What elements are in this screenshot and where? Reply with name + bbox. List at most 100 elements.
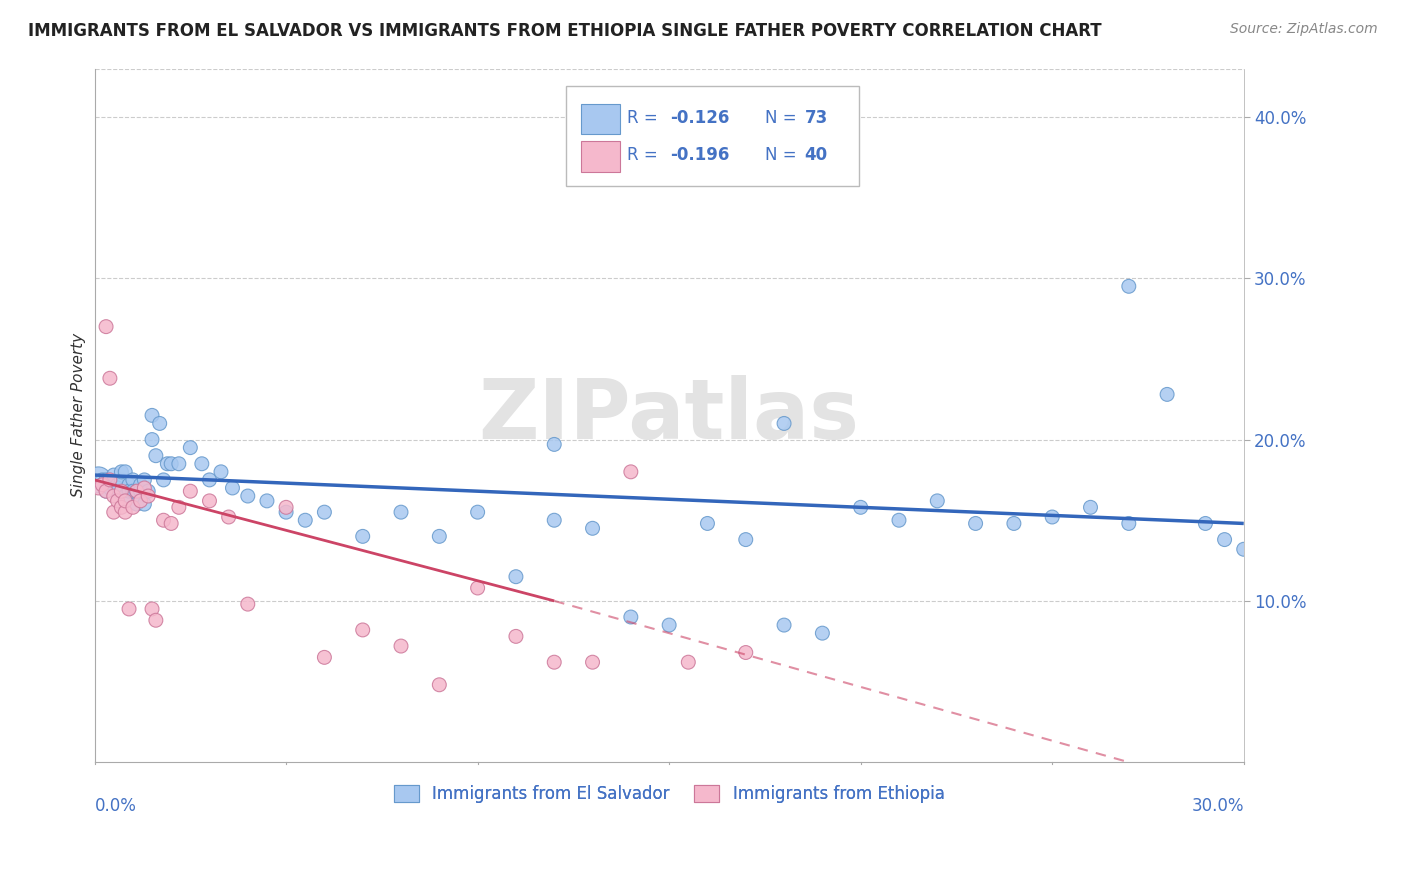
Point xyxy=(543,655,565,669)
Point xyxy=(581,655,603,669)
Point xyxy=(107,477,129,491)
Point xyxy=(427,678,450,692)
Point xyxy=(118,484,141,499)
Point xyxy=(160,516,183,531)
Point xyxy=(134,497,156,511)
Point xyxy=(122,484,145,499)
Point xyxy=(1156,387,1178,401)
Point xyxy=(167,500,190,515)
Point xyxy=(620,465,643,479)
Point xyxy=(122,500,145,515)
Point xyxy=(152,473,174,487)
Point xyxy=(125,497,148,511)
Point xyxy=(110,500,132,515)
Point xyxy=(125,484,148,499)
Point xyxy=(98,371,121,385)
Point xyxy=(773,618,796,632)
Legend: Immigrants from El Salvador, Immigrants from Ethiopia: Immigrants from El Salvador, Immigrants … xyxy=(387,778,952,809)
Point xyxy=(107,481,129,495)
Point xyxy=(91,477,114,491)
Point xyxy=(581,521,603,535)
Point xyxy=(678,655,700,669)
Point xyxy=(1213,533,1236,547)
Point xyxy=(467,581,489,595)
Point xyxy=(87,481,110,495)
Point xyxy=(543,437,565,451)
Point xyxy=(141,409,163,423)
Point xyxy=(134,481,156,495)
Point xyxy=(167,457,190,471)
Point xyxy=(1233,542,1256,557)
Point xyxy=(314,505,336,519)
Point xyxy=(103,468,125,483)
Text: R =: R = xyxy=(627,109,662,127)
Point xyxy=(773,417,796,431)
Point xyxy=(87,473,110,487)
Point xyxy=(274,505,297,519)
Text: 0.0%: 0.0% xyxy=(94,797,136,815)
Point xyxy=(734,533,756,547)
Text: 40: 40 xyxy=(804,146,828,164)
Point xyxy=(965,516,987,531)
Text: -0.196: -0.196 xyxy=(671,146,730,164)
Text: 73: 73 xyxy=(804,109,828,127)
Point xyxy=(122,473,145,487)
Point xyxy=(156,457,179,471)
Point xyxy=(198,473,221,487)
Point xyxy=(505,570,527,584)
Point xyxy=(136,489,159,503)
Text: N =: N = xyxy=(765,109,801,127)
FancyBboxPatch shape xyxy=(581,103,620,135)
Point xyxy=(221,481,243,495)
Point xyxy=(389,639,412,653)
Point xyxy=(107,484,129,499)
Point xyxy=(110,484,132,499)
Point xyxy=(352,623,374,637)
Point xyxy=(141,433,163,447)
Point xyxy=(849,500,872,515)
Point xyxy=(91,473,114,487)
Point xyxy=(198,494,221,508)
Point xyxy=(114,465,136,479)
Point xyxy=(1002,516,1025,531)
Point xyxy=(145,449,167,463)
Text: N =: N = xyxy=(765,146,801,164)
Text: -0.126: -0.126 xyxy=(671,109,730,127)
Point xyxy=(98,473,121,487)
Point xyxy=(103,505,125,519)
Point xyxy=(256,494,278,508)
Point xyxy=(658,618,681,632)
FancyBboxPatch shape xyxy=(581,141,620,172)
Point xyxy=(505,629,527,643)
Point xyxy=(620,610,643,624)
Point xyxy=(136,484,159,499)
Text: ZIPatlas: ZIPatlas xyxy=(478,375,859,456)
Point xyxy=(1080,500,1102,515)
Point xyxy=(427,529,450,543)
Point xyxy=(94,473,117,487)
Point xyxy=(149,417,172,431)
Point xyxy=(1118,279,1140,293)
Point xyxy=(927,494,949,508)
Text: R =: R = xyxy=(627,146,662,164)
Point xyxy=(294,513,316,527)
Y-axis label: Single Father Poverty: Single Father Poverty xyxy=(72,334,86,498)
Point xyxy=(1118,516,1140,531)
Point xyxy=(543,513,565,527)
Point xyxy=(696,516,718,531)
Point xyxy=(114,505,136,519)
Point xyxy=(103,477,125,491)
Point xyxy=(145,613,167,627)
Point xyxy=(134,473,156,487)
Point xyxy=(118,602,141,616)
Point xyxy=(152,513,174,527)
Point xyxy=(389,505,412,519)
Point xyxy=(191,457,214,471)
Point xyxy=(94,484,117,499)
FancyBboxPatch shape xyxy=(565,86,859,186)
Point xyxy=(274,500,297,515)
Text: Source: ZipAtlas.com: Source: ZipAtlas.com xyxy=(1230,22,1378,37)
Point xyxy=(98,473,121,487)
Point xyxy=(734,646,756,660)
Point xyxy=(209,465,232,479)
